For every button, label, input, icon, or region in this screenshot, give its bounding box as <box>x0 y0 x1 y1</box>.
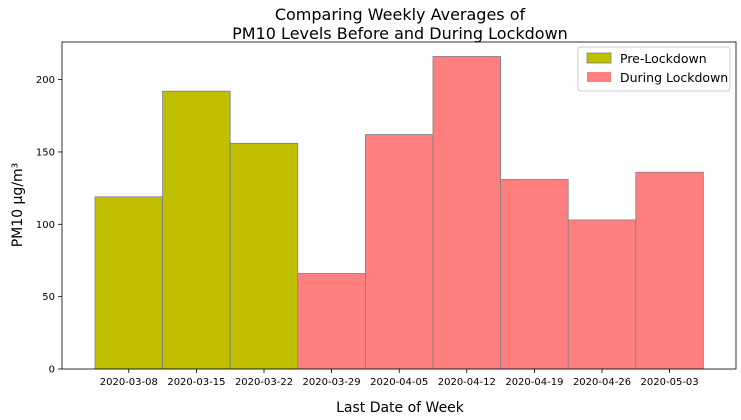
bar-2020-03-29-during-lockdown <box>297 273 366 370</box>
x-tick-label: 2020-05-03 <box>641 377 699 388</box>
y-tick-label: 200 <box>36 75 55 86</box>
bar-2020-04-19-during-lockdown <box>500 179 569 370</box>
y-axis: 0 50 100 150 200 <box>36 75 62 376</box>
bar-2020-05-03-during-lockdown <box>635 171 704 370</box>
bar-2020-03-08-pre-lockdown <box>94 196 163 370</box>
y-tick-label: 100 <box>36 220 55 231</box>
y-tick-label: 0 <box>49 365 55 376</box>
y-tick-label: 150 <box>36 147 55 158</box>
x-tick-label: 2020-03-29 <box>303 377 361 388</box>
bar-2020-03-22-pre-lockdown <box>229 142 299 370</box>
legend-swatch-during-lockdown <box>587 72 611 82</box>
x-tick-label: 2020-03-08 <box>100 377 158 388</box>
x-tick-label: 2020-03-22 <box>235 377 293 388</box>
legend: Pre-Lockdown During Lockdown <box>577 46 731 92</box>
x-axis: 2020-03-08 2020-03-15 2020-03-22 2020-03-29… <box>100 369 699 388</box>
bars <box>94 56 704 370</box>
x-tick-label: 2020-04-19 <box>505 377 563 388</box>
legend-box <box>577 46 731 92</box>
x-tick-label: 2020-04-05 <box>370 377 428 388</box>
x-tick-label: 2020-04-12 <box>438 377 496 388</box>
bar-2020-04-26-during-lockdown <box>567 219 637 370</box>
legend-label-pre-lockdown: Pre-Lockdown <box>620 51 707 66</box>
x-axis-label: Last Date of Week <box>336 400 465 416</box>
y-axis-label: PM10 μg/m³ <box>10 163 26 248</box>
x-tick-label: 2020-03-15 <box>167 377 225 388</box>
legend-label-during-lockdown: During Lockdown <box>620 70 728 85</box>
chart-title-line-2: PM10 Levels Before and During Lockdown <box>232 24 568 43</box>
legend-swatch-pre-lockdown <box>586 52 612 64</box>
bar-2020-04-12-during-lockdown <box>432 56 501 370</box>
x-tick-label: 2020-04-26 <box>573 377 631 388</box>
chart-title-line-1: Comparing Weekly Averages of <box>275 5 526 24</box>
y-tick-label: 50 <box>42 292 55 303</box>
bar-2020-03-15-pre-lockdown <box>162 90 231 370</box>
bar-2020-04-05-during-lockdown <box>364 134 434 370</box>
plot-area-frame <box>61 41 737 370</box>
